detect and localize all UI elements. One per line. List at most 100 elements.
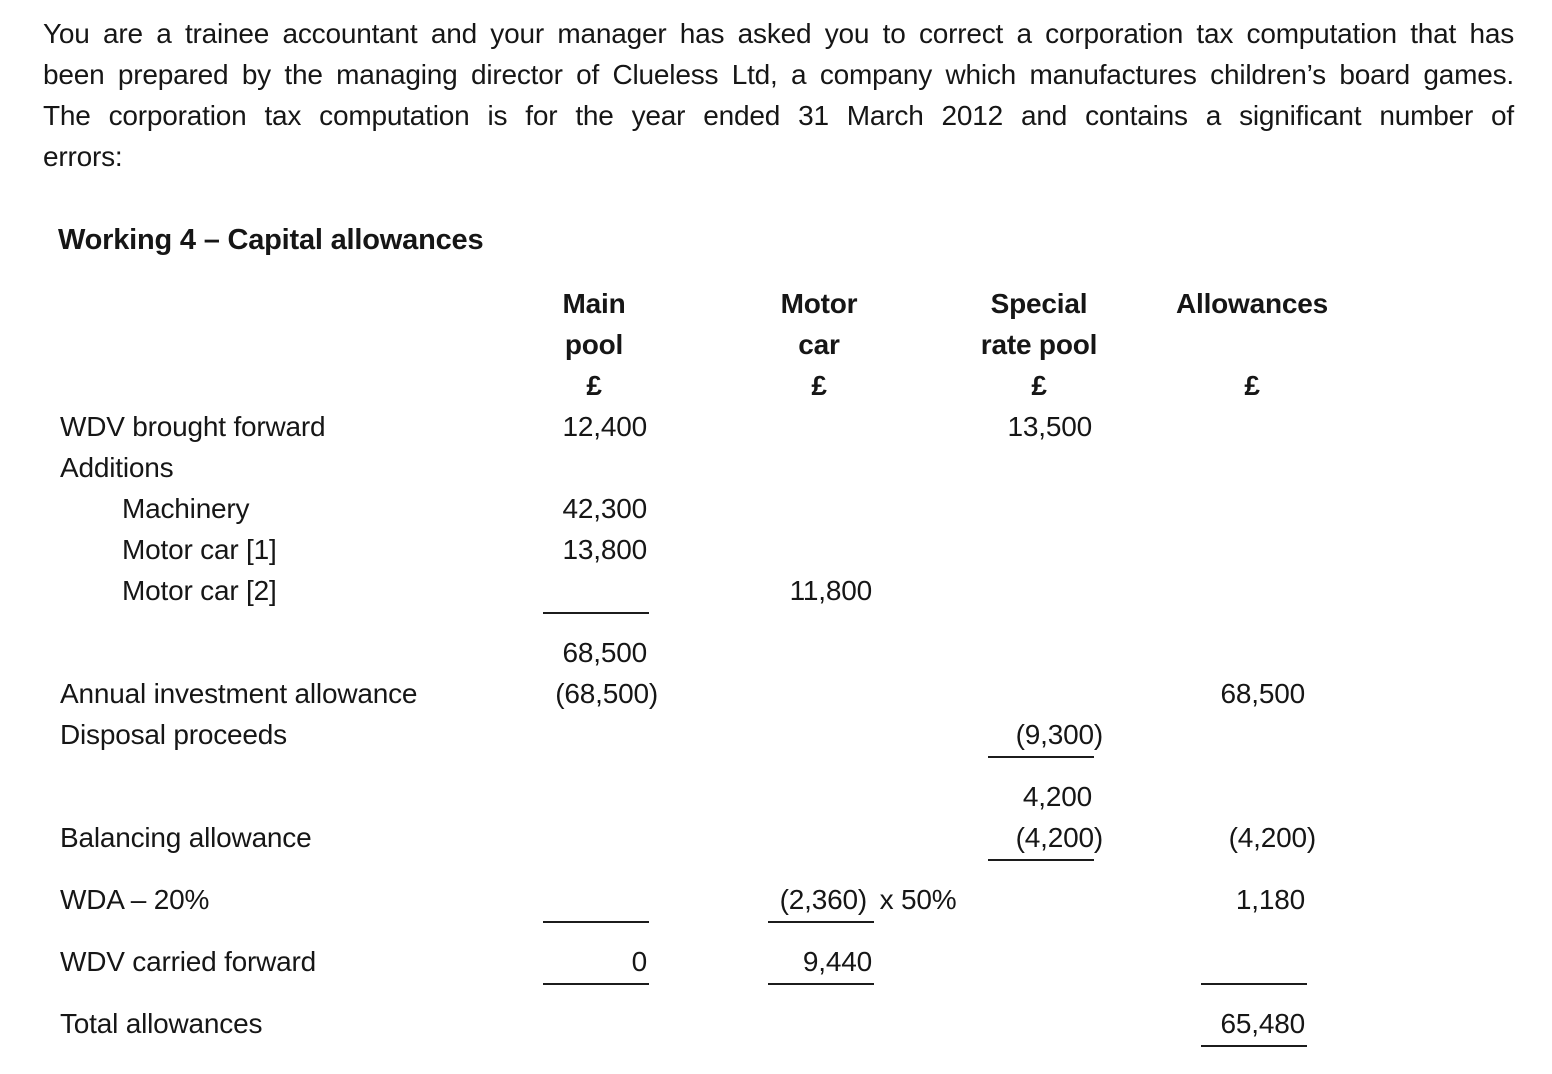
cell-label: Disposal proceeds bbox=[60, 719, 287, 750]
cell-motor-car bbox=[647, 1003, 872, 1044]
table-row: Balancing allowance (4,200) (4,200) bbox=[60, 817, 1317, 858]
cell-main-pool: (68,500) bbox=[555, 678, 658, 709]
cell-label: Motor car [1] bbox=[122, 534, 277, 565]
currency-main-pool: £ bbox=[586, 370, 602, 401]
cell-special-rate-pool bbox=[872, 632, 1092, 673]
cell-allowances bbox=[1092, 776, 1305, 817]
header-spacer bbox=[60, 324, 500, 365]
cell-label: Additions bbox=[60, 452, 174, 483]
cell-special-rate-pool bbox=[872, 879, 1092, 920]
cell-main-pool bbox=[500, 879, 647, 920]
working-heading: Working 4 – Capital allowances bbox=[58, 224, 484, 256]
table-row: Disposal proceeds (9,300) bbox=[60, 714, 1305, 755]
table-row: Motor car [2] 11,800 bbox=[60, 570, 1305, 611]
cell-special-rate-pool: (4,200) bbox=[1015, 822, 1104, 853]
cell-allowances bbox=[1092, 447, 1305, 488]
cell-main-pool: 68,500 bbox=[562, 637, 648, 668]
cell-motor-car bbox=[647, 447, 872, 488]
cell-special-rate-pool bbox=[872, 1003, 1092, 1044]
cell-motor-car bbox=[647, 673, 872, 714]
rule-row bbox=[60, 611, 1305, 632]
intro-paragraph: You are a trainee accountant and your ma… bbox=[43, 13, 1514, 177]
cell-motor-car bbox=[647, 776, 872, 817]
table-row: Additions bbox=[60, 447, 1305, 488]
table-header-row: Main Motor Special Allowances bbox=[60, 283, 1329, 324]
cell-special-rate-pool: 4,200 bbox=[1022, 781, 1092, 812]
header-main-pool: Main bbox=[562, 288, 626, 319]
cell-label: WDV brought forward bbox=[60, 411, 326, 442]
header-main-pool-2: pool bbox=[564, 329, 624, 360]
main-pool-subtotal-rule bbox=[543, 612, 649, 614]
cell-allowances: (4,200) bbox=[1228, 822, 1317, 853]
motor-car-closing-rule bbox=[768, 921, 874, 923]
cell-special-rate-pool bbox=[872, 941, 1092, 982]
rule-row bbox=[60, 920, 1305, 941]
rule-row bbox=[60, 858, 1305, 879]
cell-main-pool: 42,300 bbox=[562, 493, 648, 524]
cell-label: WDA – 20% bbox=[60, 884, 210, 915]
motor-car-bottom-rule bbox=[768, 983, 874, 985]
currency-allowances: £ bbox=[1244, 370, 1260, 401]
header-motor-car-2: car bbox=[798, 329, 840, 360]
capital-allowances-table: Main Motor Special Allowances pool car r… bbox=[60, 283, 1329, 1065]
cell-special-rate-pool: 13,500 bbox=[1007, 411, 1093, 442]
rule-row bbox=[60, 755, 1305, 776]
header-spacer bbox=[60, 283, 500, 324]
table-row: Annual investment allowance (68,500) 68,… bbox=[60, 673, 1305, 714]
table-currency-row: £ £ £ £ bbox=[60, 365, 1305, 406]
cell-label: Motor car [2] bbox=[122, 575, 277, 606]
header-special-rate-pool-2: rate pool bbox=[980, 329, 1098, 360]
cell-allowances bbox=[1092, 488, 1305, 529]
cell-main-pool bbox=[500, 714, 647, 755]
cell-main-pool: 0 bbox=[631, 946, 648, 977]
header-special-rate-pool: Special bbox=[990, 288, 1088, 319]
header-allowances: Allowances bbox=[1175, 288, 1329, 319]
rule-row bbox=[60, 1044, 1307, 1065]
main-pool-closing-rule bbox=[543, 921, 649, 923]
cell-allowances bbox=[1092, 406, 1305, 447]
cell-main-pool bbox=[500, 570, 647, 611]
table-row: 4,200 bbox=[60, 776, 1305, 817]
cell-motor-car bbox=[647, 817, 872, 858]
intro-line-2: been prepared by the managing director o… bbox=[43, 59, 1514, 90]
cell-special-rate-pool bbox=[872, 447, 1092, 488]
allowances-total-top-rule bbox=[1201, 983, 1307, 985]
cell-main-pool: 13,800 bbox=[562, 534, 648, 565]
cell-main-pool bbox=[500, 447, 647, 488]
main-pool-bottom-rule bbox=[543, 983, 649, 985]
cell-special-rate-pool bbox=[872, 673, 1092, 714]
cell-motor-car bbox=[647, 488, 872, 529]
header-spacer bbox=[60, 365, 500, 406]
cell-label bbox=[60, 776, 500, 817]
rule-row bbox=[60, 982, 1307, 1003]
intro-line-1: You are a trainee accountant and your ma… bbox=[43, 18, 1514, 49]
table-row: Total allowances 65,480 bbox=[60, 1003, 1305, 1044]
table-row: Machinery 42,300 bbox=[60, 488, 1305, 529]
cell-label: Machinery bbox=[122, 493, 250, 524]
cell-motor-car bbox=[647, 529, 872, 570]
cell-label: Annual investment allowance bbox=[60, 678, 418, 709]
cell-motor-car bbox=[647, 632, 872, 673]
table-row: WDV carried forward 0 9,440 bbox=[60, 941, 1305, 982]
cell-label: Balancing allowance bbox=[60, 822, 312, 853]
cell-allowances: 68,500 bbox=[1220, 678, 1306, 709]
cell-allowances: 65,480 bbox=[1220, 1008, 1306, 1039]
cell-label: WDV carried forward bbox=[60, 946, 317, 977]
table-header-row: pool car rate pool bbox=[60, 324, 1305, 365]
cell-allowances bbox=[1092, 570, 1305, 611]
allowances-total-bottom-rule bbox=[1201, 1045, 1307, 1047]
cell-motor-car: (2,360) x 50% bbox=[647, 879, 957, 920]
table-row: 68,500 bbox=[60, 632, 1305, 673]
currency-special-rate-pool: £ bbox=[1031, 370, 1047, 401]
cell-motor-car: 11,800 bbox=[789, 575, 873, 606]
special-rate-subtotal-rule bbox=[988, 756, 1094, 758]
intro-line-4: errors: bbox=[43, 141, 123, 172]
intro-line-3: The corporation tax computation is for t… bbox=[43, 100, 1514, 131]
cell-motor-car bbox=[647, 406, 872, 447]
cell-label: Total allowances bbox=[60, 1008, 263, 1039]
cell-motor-car bbox=[647, 714, 872, 755]
cell-special-rate-pool: (9,300) bbox=[1015, 719, 1104, 750]
currency-motor-car: £ bbox=[811, 370, 827, 401]
cell-main-pool: 12,400 bbox=[562, 411, 648, 442]
